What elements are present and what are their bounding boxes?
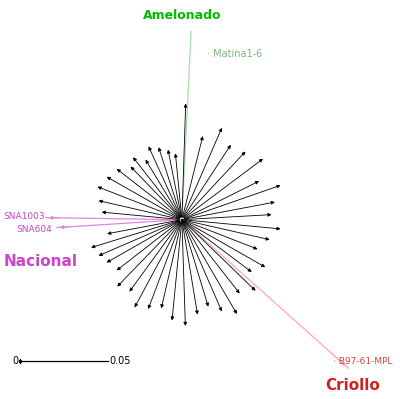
- Text: SNA1003: SNA1003: [3, 212, 45, 221]
- Text: Nacional: Nacional: [3, 255, 77, 269]
- Text: 0: 0: [12, 356, 18, 365]
- Text: SNA604: SNA604: [16, 225, 52, 233]
- Text: Amelonado: Amelonado: [143, 9, 221, 22]
- Text: Criollo: Criollo: [325, 378, 380, 393]
- Text: · Matina1-6: · Matina1-6: [207, 49, 262, 59]
- Text: · B97-61-MPL: · B97-61-MPL: [333, 357, 392, 365]
- Text: 0.05: 0.05: [110, 356, 131, 365]
